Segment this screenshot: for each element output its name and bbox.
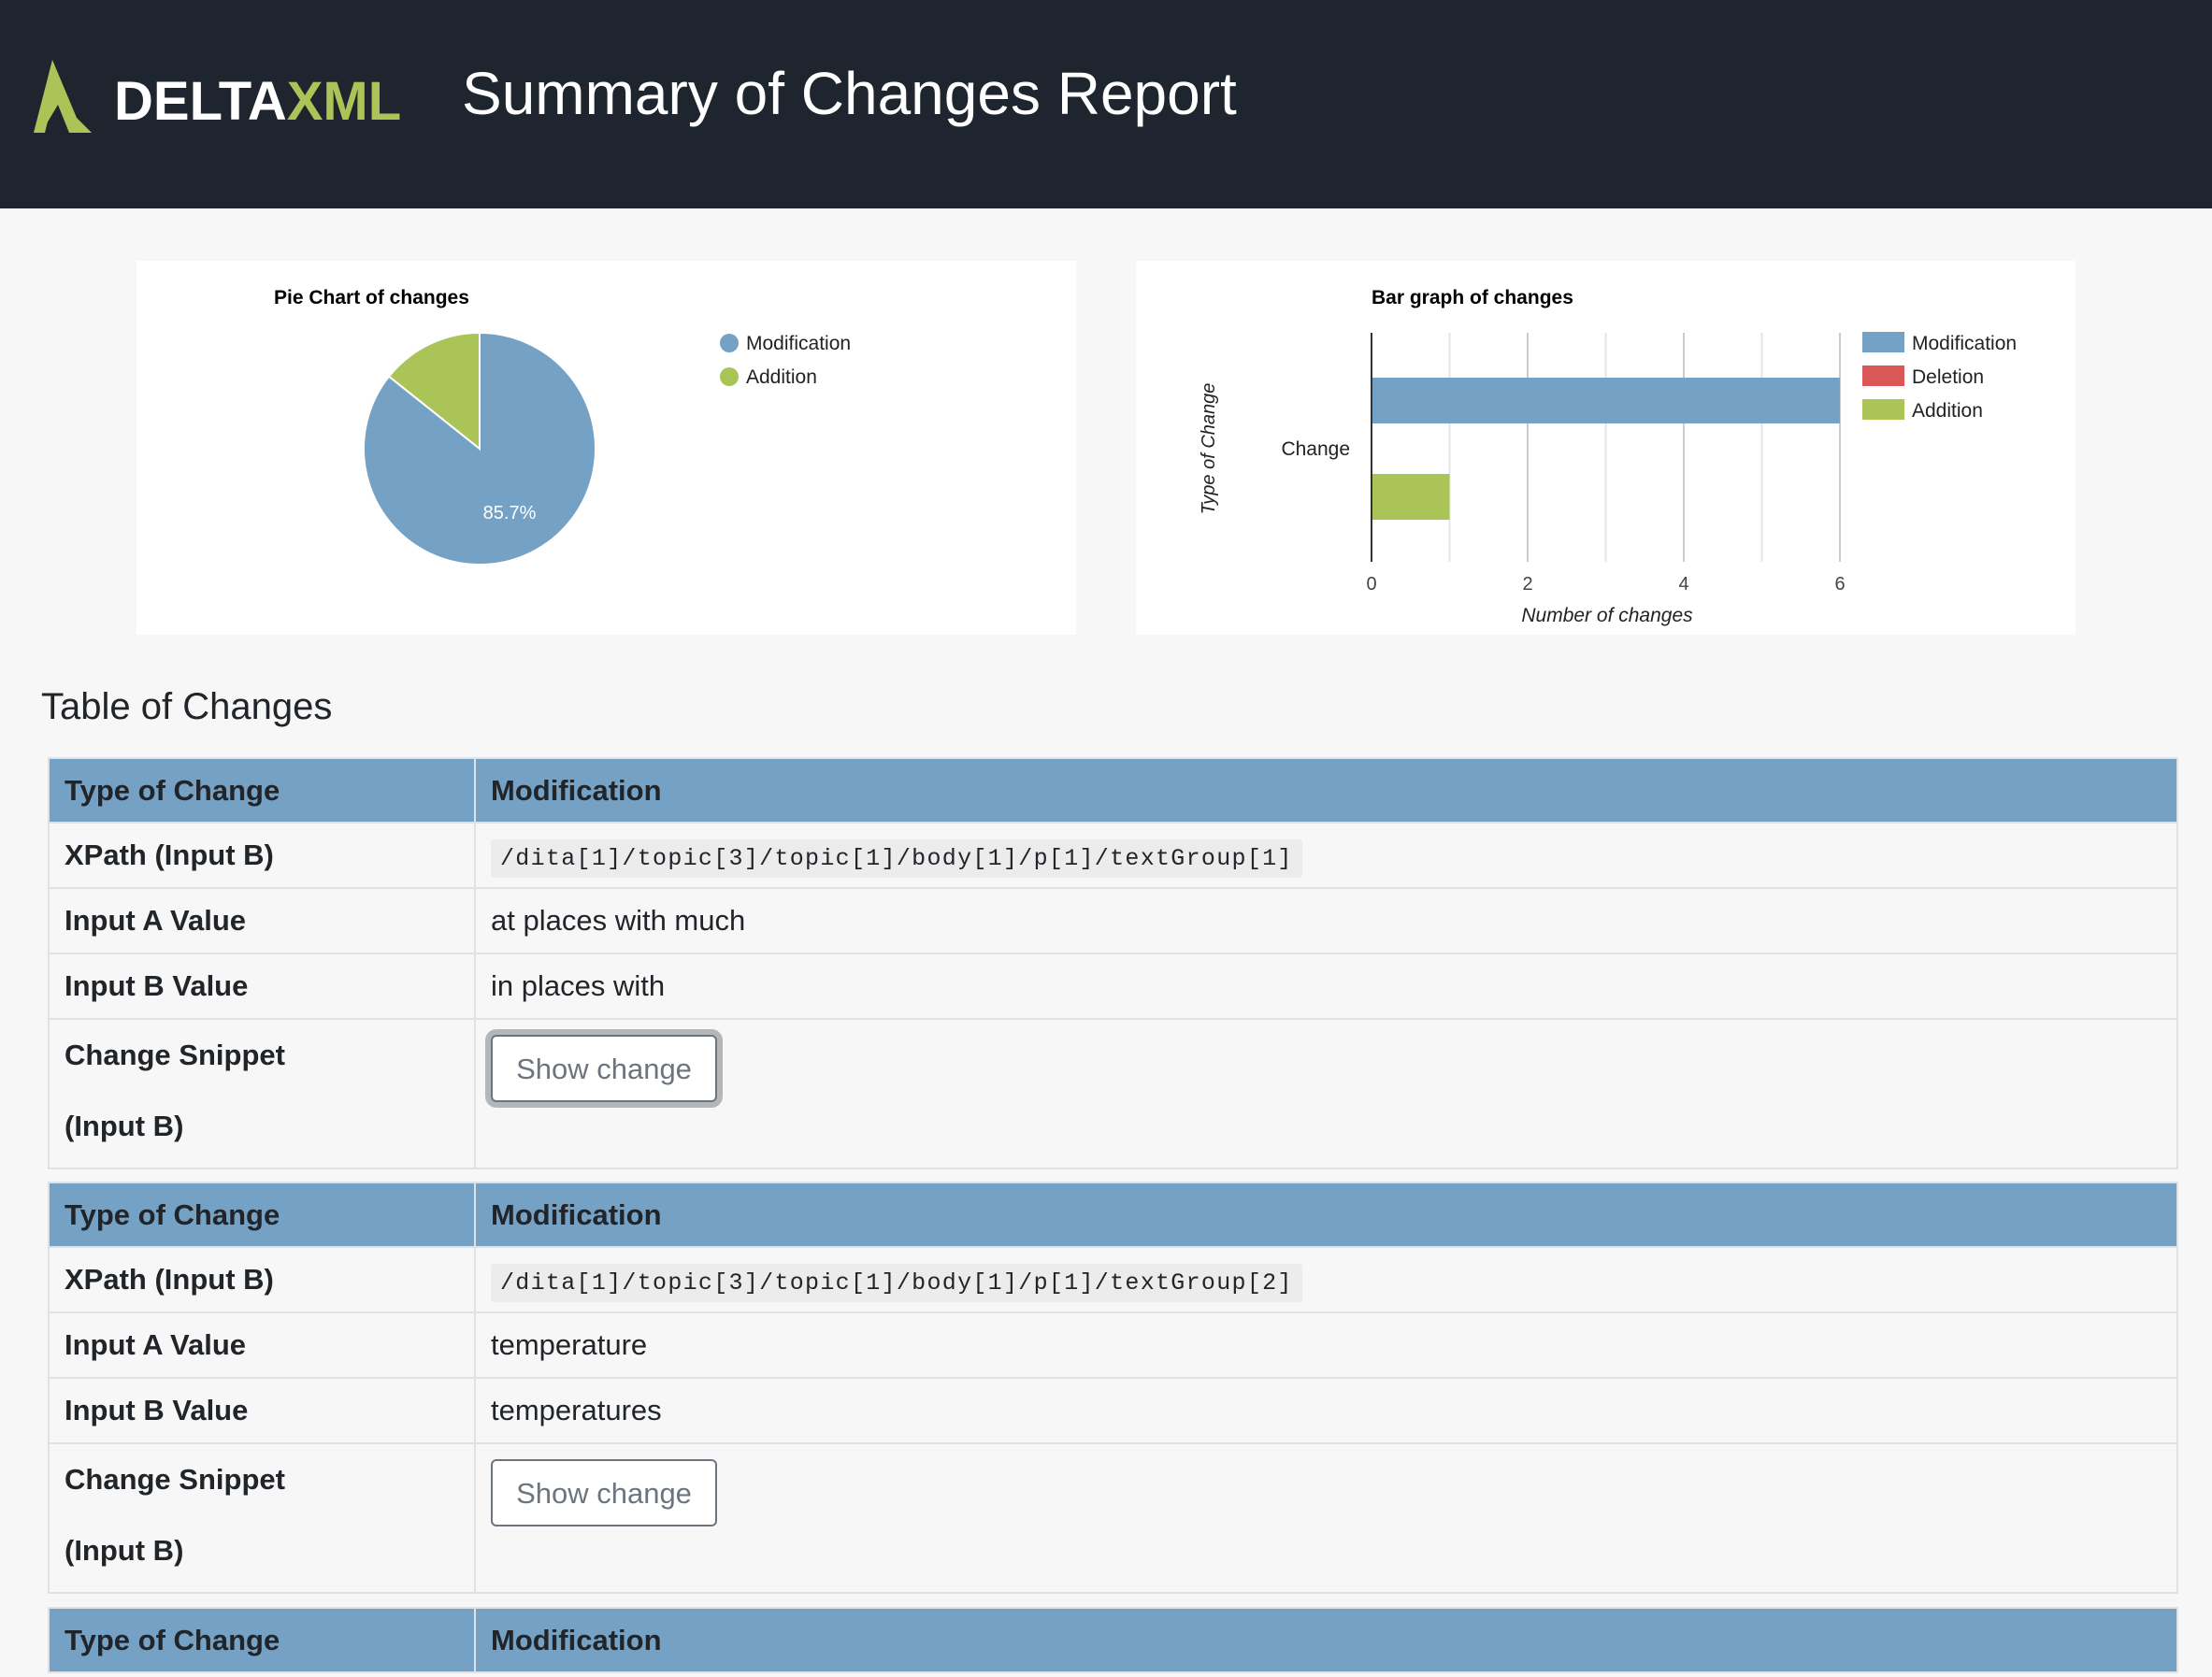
snippet-label: Change Snippet [65, 1039, 285, 1071]
input-a-value: at places with much [474, 887, 2178, 954]
type-value: Modification [474, 1607, 2178, 1673]
type-label: Type of Change [48, 757, 476, 824]
table-row: Type of Change Modification [48, 1607, 2178, 1673]
xpath-value: /dita[1]/topic[3]/topic[1]/body[1]/p[1]/… [491, 839, 1302, 878]
x-tick-label: 0 [1366, 574, 1376, 595]
type-label: Type of Change [48, 1182, 476, 1248]
table-row: Type of Change Modification [48, 1182, 2178, 1248]
type-label: Type of Change [48, 1607, 476, 1673]
input-a-value: temperature [474, 1312, 2178, 1379]
pie-chart-title: Pie Chart of changes [274, 287, 469, 308]
svg-text:DELTAXML: DELTAXML [114, 71, 401, 132]
x-axis-label: Number of changes [1521, 605, 1693, 626]
snippet-label-sub: (Input B) [65, 1534, 184, 1567]
show-change-button[interactable]: Show change [491, 1459, 717, 1526]
pie-slice-addition[interactable] [387, 331, 481, 452]
xpath-value: /dita[1]/topic[3]/topic[1]/body[1]/p[1]/… [491, 1264, 1302, 1302]
table-row: Change Snippet (Input B) Show change [48, 1442, 2178, 1594]
input-b-value: in places with [474, 953, 2178, 1020]
type-value: Modification [474, 757, 2178, 824]
legend-label-modification: Modification [746, 333, 851, 354]
legend-label-addition: Addition [1912, 400, 1983, 422]
table-row: Input A Value temperature [48, 1312, 2178, 1379]
bar-modification[interactable] [1372, 378, 1840, 423]
x-tick-label: 4 [1678, 574, 1688, 595]
deltaxml-logo: DELTAXML [34, 60, 401, 133]
pie-data-label: 85.7% [483, 503, 537, 523]
snippet-label: Change Snippet [65, 1463, 285, 1496]
legend-swatch-deletion [1862, 366, 1904, 386]
legend-swatch-addition [1862, 399, 1904, 420]
change-table: Type of Change Modification XPath (Input B… [48, 1182, 2178, 1594]
y-axis-label: Type of Change [1199, 383, 1219, 515]
input-b-value: temperatures [474, 1377, 2178, 1444]
input-a-label: Input A Value [48, 1312, 476, 1379]
input-b-label: Input B Value [48, 1377, 476, 1444]
legend-swatch-modification [1862, 332, 1904, 352]
table-row: XPath (Input B) /dita[1]/topic[3]/topic[1… [48, 1246, 2178, 1313]
change-table: Type of Change Modification [48, 1607, 2178, 1673]
x-tick-label: 2 [1522, 574, 1532, 595]
table-of-changes-heading: Table of Changes [41, 686, 333, 727]
bar-chart: Bar graph of changes 0 2 4 6 Change Number … [1199, 287, 2017, 626]
table-row: Type of Change Modification [48, 757, 2178, 824]
category-label: Change [1281, 438, 1350, 460]
legend-label-addition: Addition [746, 366, 817, 388]
table-row: Input B Value temperatures [48, 1377, 2178, 1444]
table-row: Input A Value at places with much [48, 887, 2178, 954]
bar-addition[interactable] [1372, 474, 1450, 520]
xpath-label: XPath (Input B) [48, 822, 476, 889]
pie-chart-panel: Pie Chart of changes 85.7% Modification … [136, 261, 1076, 635]
table-row: Change Snippet (Input B) Show change [48, 1018, 2178, 1169]
table-row: Input B Value in places with [48, 953, 2178, 1020]
bar-chart-panel: Bar graph of changes 0 2 4 6 Change Number … [1136, 261, 2076, 635]
table-row: XPath (Input B) /dita[1]/topic[3]/topic[1… [48, 822, 2178, 889]
legend-label-modification: Modification [1912, 333, 2017, 354]
input-a-label: Input A Value [48, 887, 476, 954]
legend-marker-addition [720, 367, 739, 386]
page-header: DELTAXML Summary of Changes Report [0, 0, 2212, 208]
x-tick-label: 6 [1834, 574, 1845, 595]
type-value: Modification [474, 1182, 2178, 1248]
bar-chart-title: Bar graph of changes [1372, 287, 1573, 308]
legend-label-deletion: Deletion [1912, 366, 1984, 388]
xpath-label: XPath (Input B) [48, 1246, 476, 1313]
pie-chart: Pie Chart of changes 85.7% Modification … [274, 287, 851, 566]
change-table: Type of Change Modification XPath (Input B… [48, 757, 2178, 1169]
page-title: Summary of Changes Report [462, 60, 1237, 127]
input-b-label: Input B Value [48, 953, 476, 1020]
legend-marker-modification [720, 334, 739, 352]
snippet-label-sub: (Input B) [65, 1110, 184, 1142]
show-change-button[interactable]: Show change [491, 1035, 717, 1102]
